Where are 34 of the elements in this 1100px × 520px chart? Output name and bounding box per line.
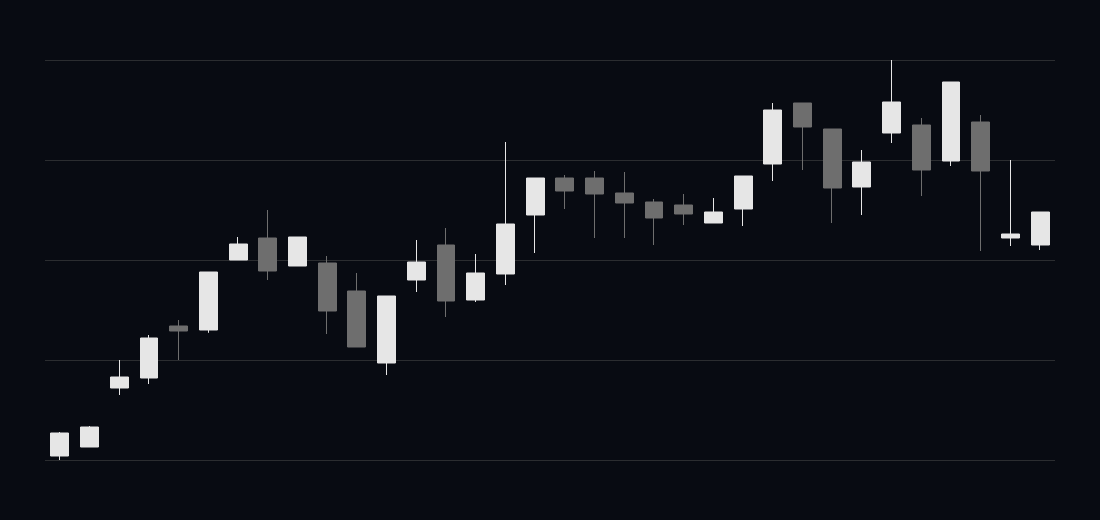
candlestick (971, 114, 990, 252)
candlestick (882, 59, 901, 144)
candlestick (496, 141, 515, 286)
candlestick (229, 236, 248, 261)
candlestick (407, 239, 426, 293)
candlestick (288, 236, 307, 267)
candlestick (258, 209, 277, 281)
candlestick (50, 431, 69, 461)
candlestick (140, 334, 158, 385)
candlestick (645, 198, 663, 246)
candlestick (80, 425, 99, 448)
candlestick (585, 170, 604, 239)
candlestick (347, 272, 366, 348)
candlestick (110, 359, 129, 396)
candlestick (377, 295, 396, 376)
candlestick (823, 128, 842, 224)
candlestick (526, 177, 545, 254)
candlestick (1031, 211, 1050, 251)
candlestick (1001, 159, 1020, 247)
candlestick (734, 175, 753, 227)
candlestick (318, 255, 337, 335)
candlestick (437, 227, 455, 318)
candlestick (763, 102, 782, 182)
candlestick (169, 319, 188, 361)
candlestick (674, 193, 693, 226)
candlestick (793, 102, 812, 171)
candlestick (942, 81, 960, 167)
candlestick (199, 271, 218, 334)
candlestick (852, 149, 871, 216)
candlestick (466, 253, 485, 303)
candlestick (704, 197, 723, 224)
candlestick (615, 171, 634, 239)
candlestick (555, 174, 574, 210)
candlestick (912, 117, 931, 197)
